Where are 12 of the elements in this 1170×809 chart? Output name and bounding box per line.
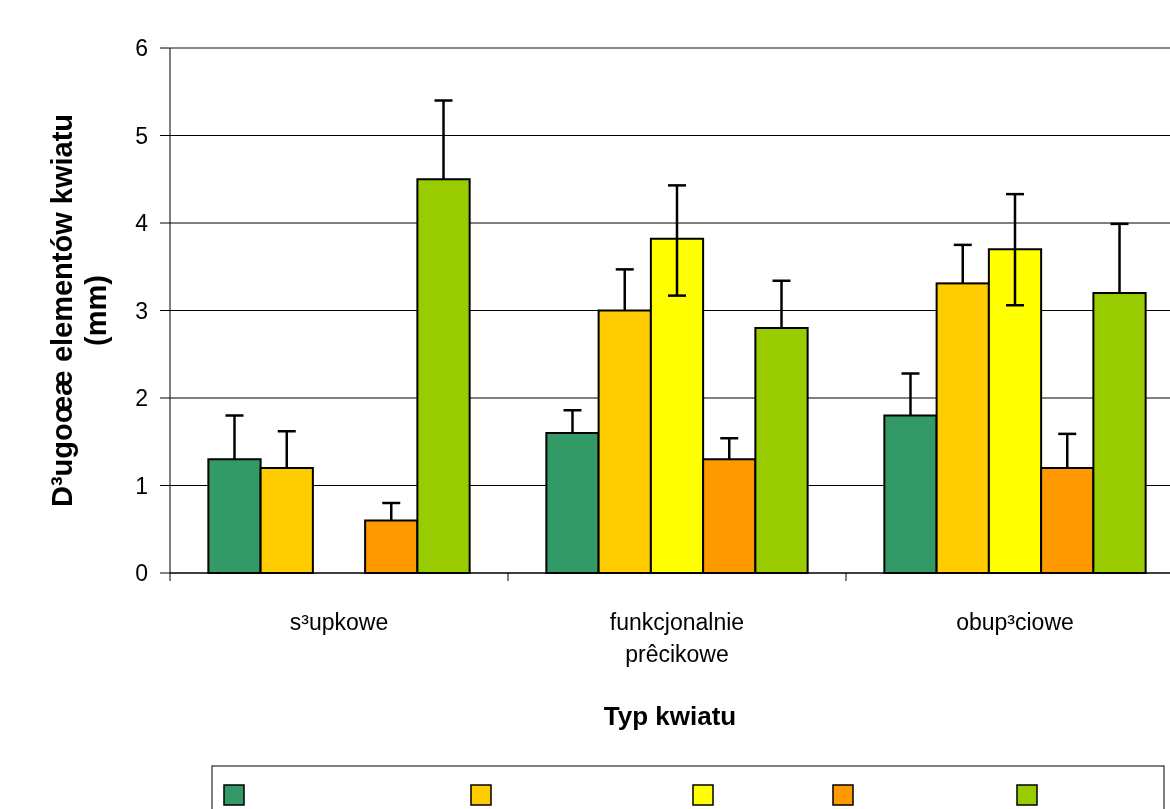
x-tick-label: s³upkowe [289,609,389,635]
y-tick-label: 0 [135,560,148,587]
y-tick-label: 6 [135,35,148,62]
y-axis-title: D³ugoœæ elementów kwiatu (mm) [46,113,112,508]
y-tick-label: 2 [135,385,148,412]
y-tick-label: 3 [135,297,148,324]
y-tick-label: 5 [135,122,148,149]
x-axis-title: Typ kwiatu [603,701,737,731]
y-tick-label: 1 [135,472,148,499]
x-tick-label: funkcjonalnie prêcikowe [609,609,745,667]
x-tick-label: obup³ciowe [956,609,1074,635]
y-tick-label: 4 [135,210,149,237]
